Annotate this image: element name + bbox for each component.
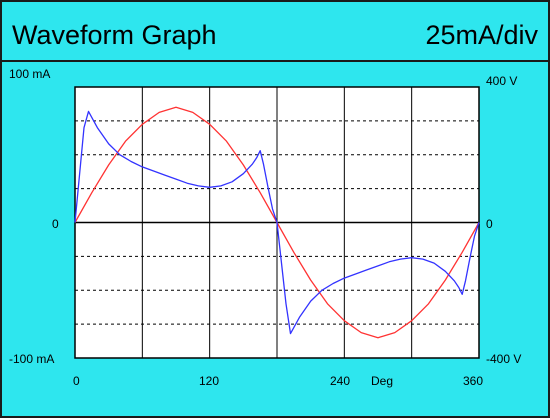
x-tick-label-0: 0 xyxy=(73,374,80,388)
left-axis-zero-label: 0 xyxy=(52,217,59,231)
scale-readout: 25mA/div xyxy=(425,20,538,50)
left-axis-top-label: 100 mA xyxy=(9,67,51,81)
current-trace xyxy=(74,110,480,335)
right-axis-bottom-label: -400 V xyxy=(486,352,522,366)
right-axis-top-label: 400 V xyxy=(486,74,518,88)
x-tick-label-360: 360 xyxy=(463,374,484,388)
left-axis-bottom-label: -100 mA xyxy=(9,352,55,366)
x-tick-label-240: 240 xyxy=(330,374,351,388)
x-axis-unit: Deg xyxy=(371,374,394,388)
panel-header: Waveform Graph 25mA/div xyxy=(2,2,548,62)
right-axis-zero-label: 0 xyxy=(486,217,493,231)
x-tick-label-120: 120 xyxy=(199,374,220,388)
panel-title: Waveform Graph xyxy=(12,20,217,50)
